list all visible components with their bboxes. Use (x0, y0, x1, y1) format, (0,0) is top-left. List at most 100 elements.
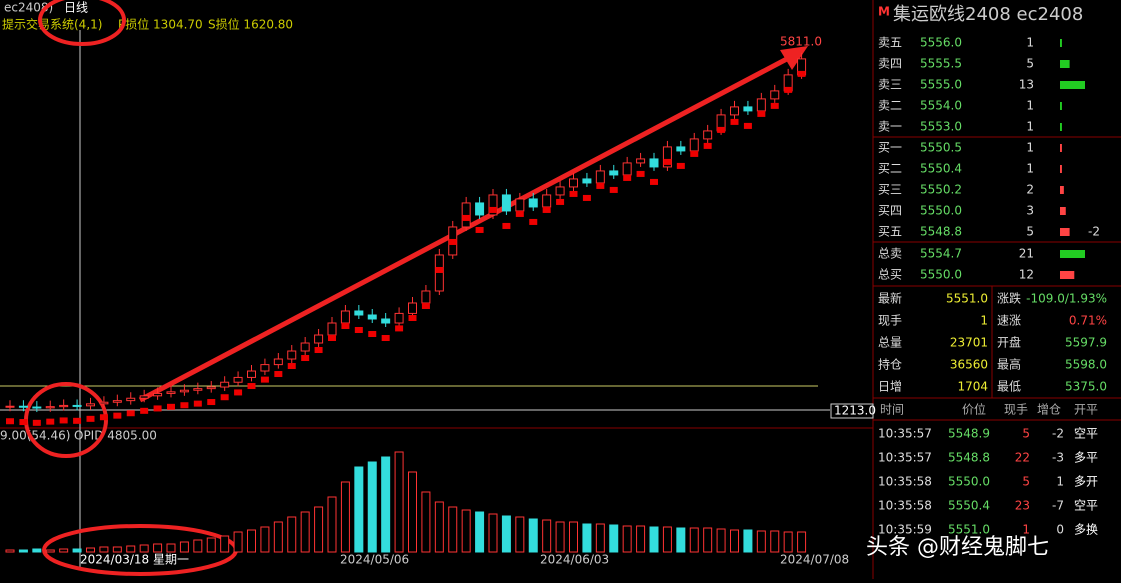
volume-bar (434, 501, 444, 553)
volume-bar (569, 521, 578, 553)
stop-dot (435, 266, 444, 273)
candle (354, 310, 364, 316)
stop-dot (247, 383, 256, 390)
stop-dot (328, 335, 336, 342)
watermark: 头条 @财经鬼脚七 (866, 535, 1049, 560)
book-label: 买三 (878, 183, 902, 197)
stat-label: 最新 (878, 291, 902, 306)
volume-bar (287, 516, 297, 553)
candle (421, 290, 431, 304)
volume-bar (743, 529, 753, 553)
date-label: 2024/06/03 (540, 553, 609, 567)
volume-bar (260, 526, 270, 553)
volume-bar (515, 516, 525, 553)
volume-bar (555, 521, 565, 553)
trade-cell: 10:35:57 (878, 427, 932, 441)
volume-bar (475, 511, 485, 553)
book-label: 卖四 (878, 57, 902, 71)
candle (703, 130, 713, 140)
stop-dot (354, 326, 363, 333)
volume-bar (730, 529, 739, 553)
stop-dot (542, 206, 551, 213)
book-bar (1060, 165, 1062, 173)
trade-cell: 1 (1022, 523, 1030, 537)
candle (153, 392, 163, 397)
candle (233, 376, 243, 383)
volume-bar (153, 543, 163, 553)
candle (649, 158, 659, 168)
candle (689, 138, 699, 152)
volume-bar (99, 546, 109, 553)
stat-value: 5551.0 (946, 292, 988, 306)
book-price: 5555.5 (920, 57, 962, 71)
candle (260, 364, 270, 372)
volume-bar (649, 526, 659, 553)
arrow-head (780, 46, 808, 70)
book-bar (1060, 207, 1066, 215)
stop-dot (59, 417, 68, 424)
date-label: 2024/05/06 (340, 553, 409, 567)
stop-dot (287, 363, 296, 370)
stop-dot (797, 70, 806, 77)
volume-bar (797, 531, 807, 553)
stop-dot (126, 410, 135, 417)
period[interactable]: 日线 (64, 1, 88, 15)
book-bar (1060, 271, 1075, 279)
candle (542, 194, 552, 208)
candle (340, 310, 350, 324)
stop-dot (650, 178, 658, 185)
stop-dot (113, 412, 122, 419)
candle (59, 404, 69, 408)
volume-bar (421, 491, 431, 553)
volume-bar (689, 527, 699, 553)
stop-dot (690, 150, 699, 157)
candle (220, 381, 230, 388)
date-label: 2024/07/08 (780, 553, 849, 567)
panel-title: 集运欧线2408 ec2408 (893, 4, 1083, 25)
candle (72, 404, 82, 407)
volume-bar (703, 527, 713, 553)
trade-cell: 22 (1015, 451, 1030, 465)
stat-value: 36560 (950, 358, 988, 372)
stop-dot (475, 226, 484, 233)
trade-cell: 10:35:59 (878, 523, 932, 537)
system: 提示交易系统(4,1) (2, 17, 102, 32)
volume-bar (45, 549, 55, 553)
book-volume: 5 (1026, 225, 1034, 239)
trade-cell: -7 (1052, 499, 1064, 513)
book-price: 5550.4 (920, 162, 962, 176)
trade-cell: 5548.9 (948, 427, 990, 441)
candle (273, 358, 283, 366)
book-label: 买四 (878, 204, 902, 218)
candle (126, 397, 136, 402)
osc-label: 9.00(54.46) (0, 429, 70, 443)
volume-bar (770, 530, 780, 553)
candle (475, 202, 485, 216)
candle (32, 406, 42, 409)
candle (582, 178, 592, 184)
stat-label: 速涨 (997, 313, 1021, 328)
stop-dot (717, 126, 726, 133)
stat-value: 5598.0 (1065, 358, 1107, 372)
candle (5, 405, 15, 408)
volume-bar (609, 524, 619, 553)
trade-cell: 5550.0 (948, 475, 990, 489)
volume-bar (300, 511, 310, 553)
candle (99, 401, 109, 405)
date-label: 2024/03/18 星期一 (80, 553, 189, 567)
stat-value: 23701 (950, 336, 988, 350)
volume-bar (595, 523, 605, 553)
stat-value: 1 (980, 314, 988, 328)
stop-dot (529, 218, 538, 225)
stop-dot (582, 194, 591, 201)
stat-label: 持仓 (878, 357, 902, 372)
stop-dot (140, 407, 149, 414)
candle (381, 318, 391, 324)
candle (287, 350, 297, 360)
book-volume: 1 (1026, 120, 1034, 134)
stop-dot (502, 222, 511, 229)
book-volume: 12 (1019, 268, 1034, 282)
